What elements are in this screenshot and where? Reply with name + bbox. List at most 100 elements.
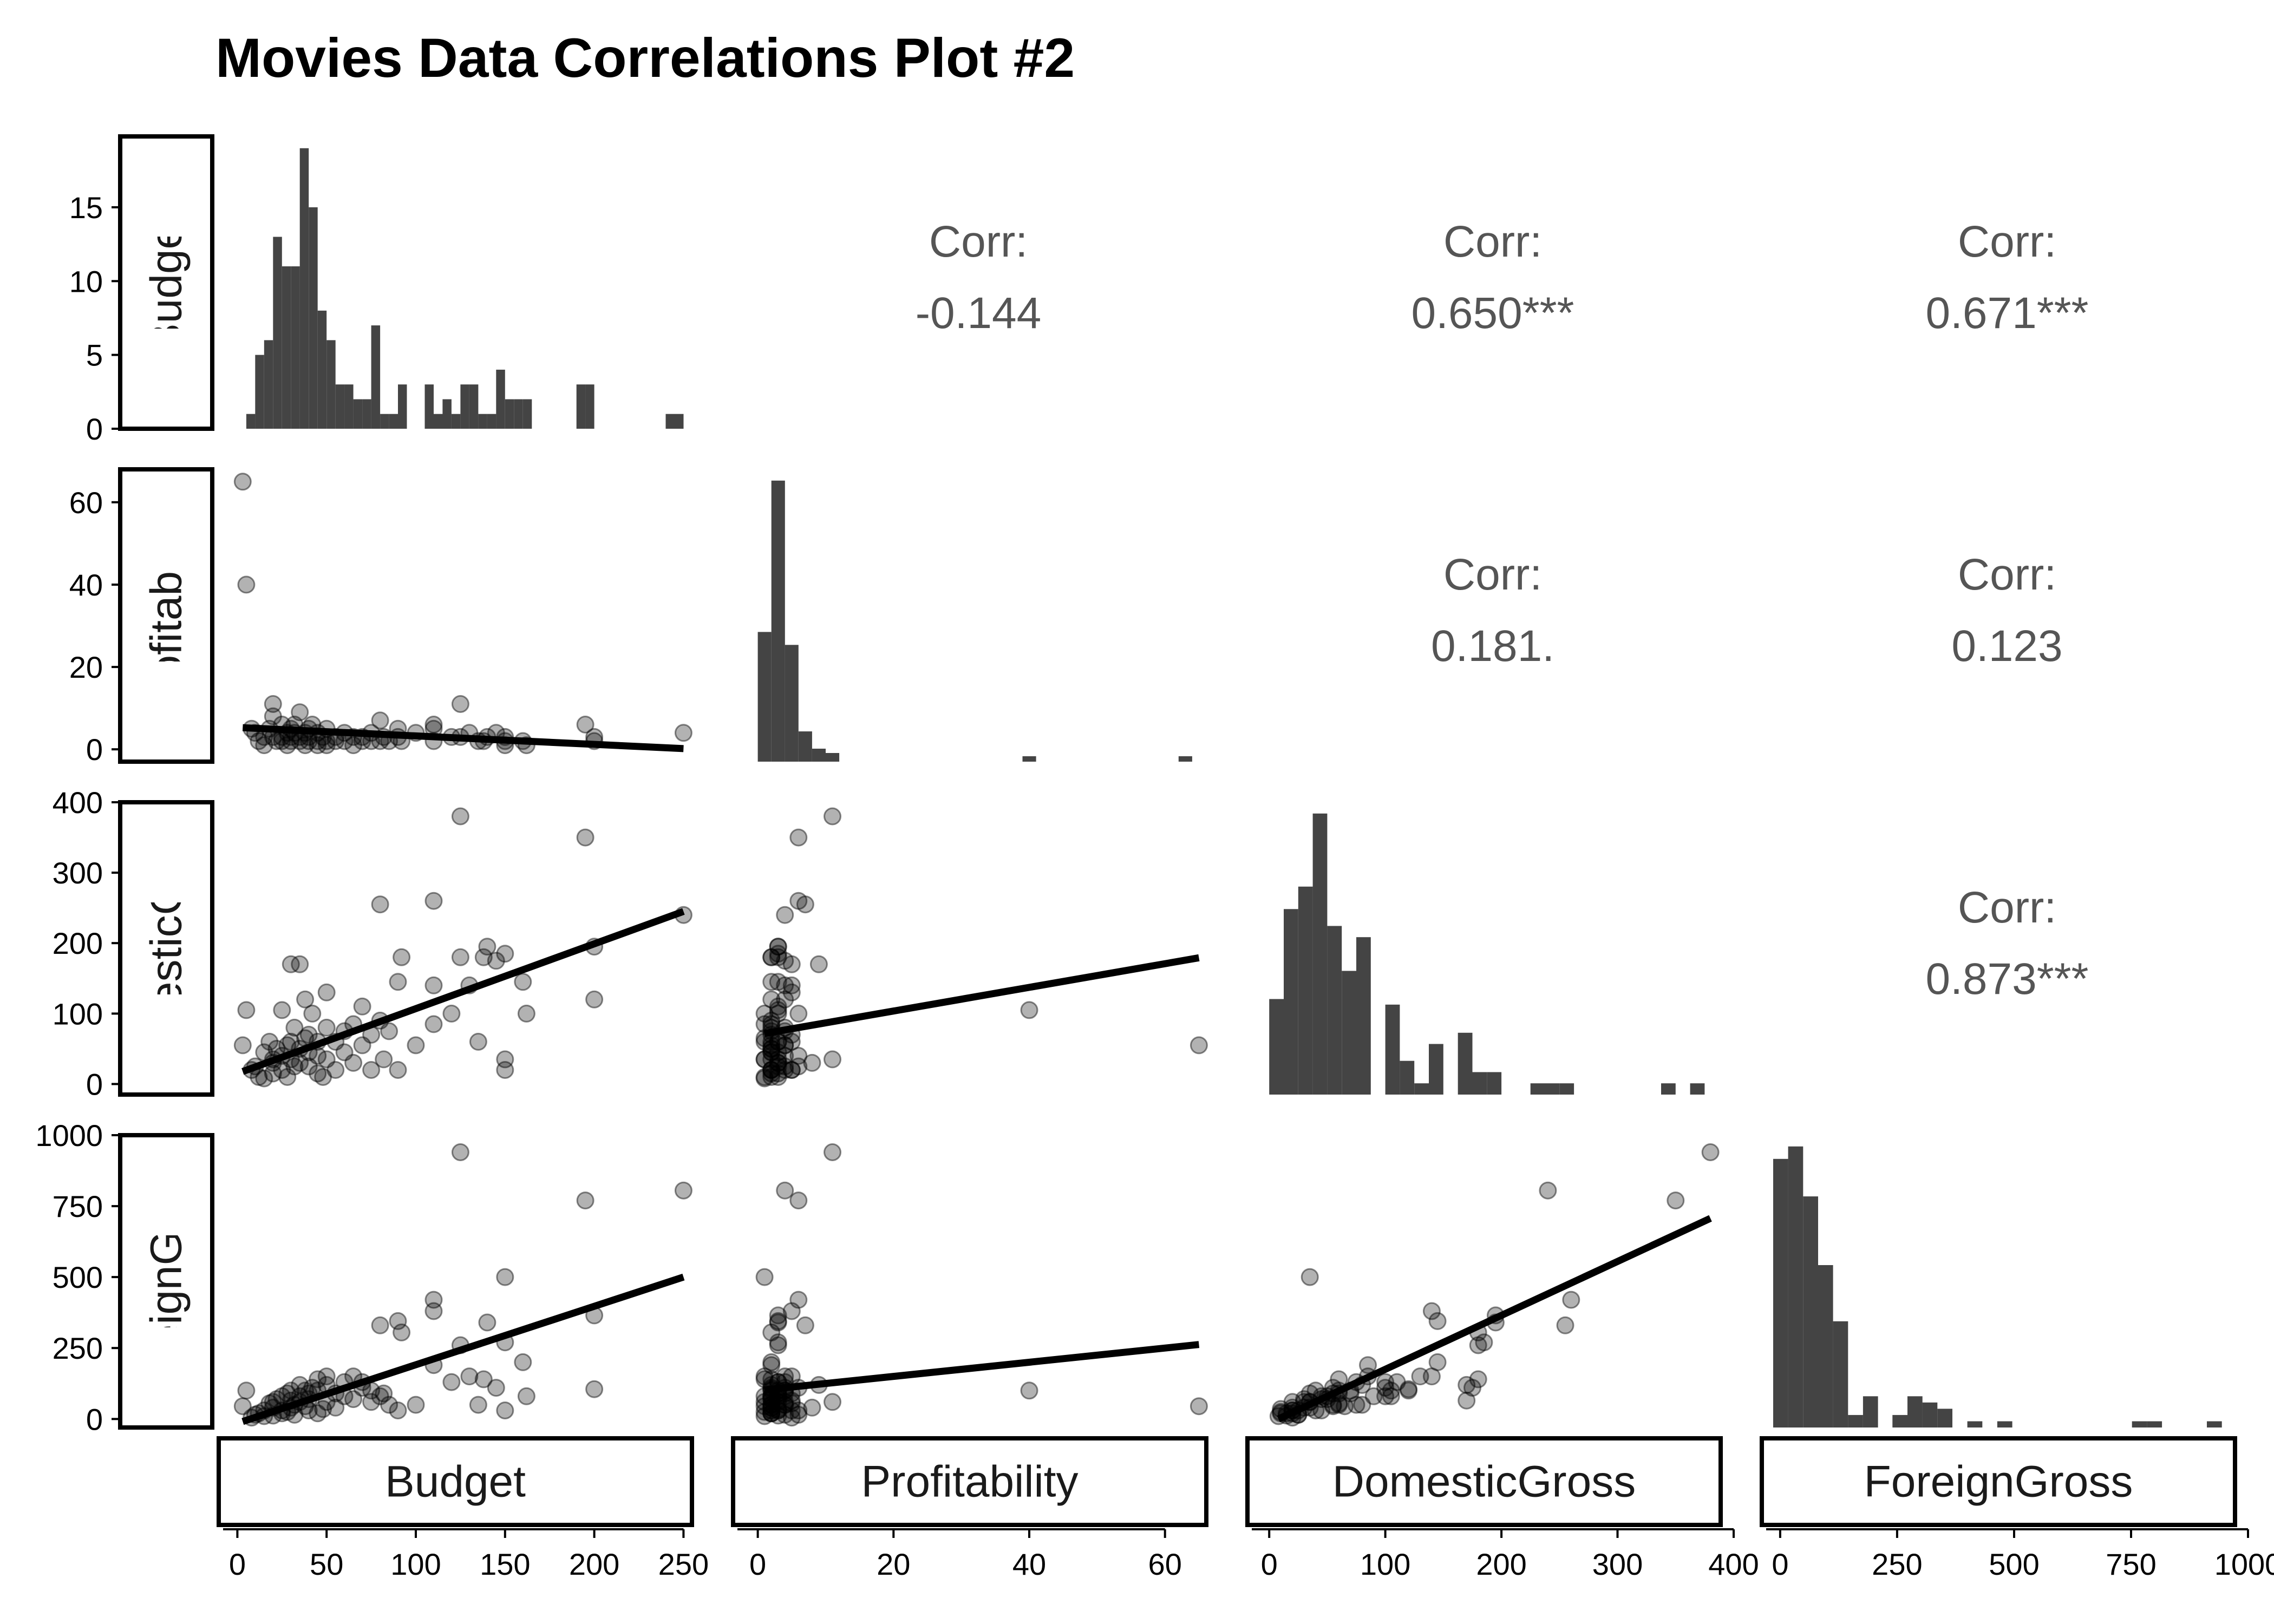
scatter-point xyxy=(762,1011,781,1030)
scatter-point xyxy=(309,1404,327,1423)
x-tick-label: 20 xyxy=(877,1547,910,1581)
row-strip-profitability: Profitability xyxy=(118,467,214,764)
scatter-point xyxy=(762,1061,781,1079)
histogram-bar xyxy=(1458,1032,1473,1095)
scatter-point xyxy=(517,1387,535,1405)
scatter-point xyxy=(317,1050,336,1069)
scatter-point xyxy=(1364,1387,1383,1405)
col-strip-box xyxy=(217,1436,694,1527)
scatter-point xyxy=(755,1407,774,1425)
scatter-point xyxy=(317,1018,336,1037)
x-tick-label: 250 xyxy=(658,1547,709,1581)
scatter-point xyxy=(296,736,315,755)
col-strip-label: ForeignGross xyxy=(1864,1457,2133,1507)
scatter-point xyxy=(1190,1036,1208,1055)
scatter-point xyxy=(755,1068,774,1086)
histogram-bar xyxy=(1922,1402,1938,1427)
scatter-point xyxy=(762,1398,781,1417)
histogram-bar xyxy=(1298,886,1313,1095)
scatter-point xyxy=(424,892,443,910)
scatter-point xyxy=(317,983,336,1001)
scatter-point xyxy=(789,1405,808,1424)
y-tick-label: 0 xyxy=(86,1068,103,1102)
scatter-point xyxy=(424,716,443,734)
scatter-point xyxy=(674,1181,692,1200)
scatter-point xyxy=(769,1313,787,1332)
scatter-point xyxy=(769,1393,787,1411)
scatter-point xyxy=(314,1068,332,1086)
scatter-point xyxy=(762,1039,781,1058)
row-strip-foreigngross: ForeignGross xyxy=(118,1133,214,1430)
y-tick-label: 1000 xyxy=(35,1118,103,1152)
scatter-point xyxy=(282,1032,300,1051)
histogram-bar xyxy=(2207,1421,2222,1427)
scatter-point xyxy=(762,1323,781,1341)
scatter-point xyxy=(789,1191,808,1210)
scatter-point xyxy=(1190,1397,1208,1416)
corr-value: 0.873*** xyxy=(1926,954,2089,1004)
scatter-point xyxy=(1382,1381,1400,1400)
panel-budget-profitability: Corr: -0.144 xyxy=(916,217,1042,338)
scatter-point xyxy=(789,1057,808,1076)
histogram-bar xyxy=(282,266,291,429)
scatter-point xyxy=(755,1403,774,1421)
histogram-bar xyxy=(675,414,684,429)
scatter-point xyxy=(1353,1396,1371,1414)
histogram-bar xyxy=(505,399,514,429)
histogram-bar xyxy=(812,749,826,762)
histogram-bar xyxy=(1312,813,1328,1095)
scatter-point xyxy=(776,1393,794,1411)
scatter-point xyxy=(824,807,841,826)
histogram-bar xyxy=(1472,1072,1487,1095)
scatter-point xyxy=(585,990,604,1009)
scatter-point xyxy=(796,1316,814,1334)
scatter-point xyxy=(371,895,389,914)
scatter-point xyxy=(1376,1379,1395,1397)
scatter-point xyxy=(824,1050,841,1069)
histogram-bar xyxy=(1690,1083,1705,1095)
scatter-point xyxy=(762,1404,781,1423)
histogram-bar xyxy=(496,369,505,429)
row-strip-label: ForeignGross xyxy=(142,1147,191,1416)
scatter-point xyxy=(517,1004,535,1023)
histogram-bar xyxy=(335,384,345,429)
scatter-point xyxy=(762,1061,781,1079)
scatter-point xyxy=(782,1032,801,1051)
x-tick-label: 500 xyxy=(1989,1547,2039,1581)
scatter-point xyxy=(362,1061,381,1079)
scatter-point xyxy=(469,1032,487,1051)
regression-line xyxy=(763,954,1200,1037)
scatter-point xyxy=(303,1004,322,1023)
histogram-bar xyxy=(1892,1415,1907,1427)
scatter-point xyxy=(424,1302,443,1320)
scatter-point xyxy=(576,1191,594,1210)
scatter-point xyxy=(326,1398,345,1417)
scatter-point xyxy=(776,1036,794,1055)
scatter-point xyxy=(762,1404,781,1423)
histogram-bar xyxy=(1863,1396,1878,1427)
scatter-point xyxy=(1388,1373,1406,1391)
scatter-point xyxy=(407,1396,425,1414)
scatter-point xyxy=(389,1061,407,1079)
panel-foreigngross-domesticgross xyxy=(1269,1143,1720,1427)
scatter-point xyxy=(803,1398,821,1417)
scatter-point xyxy=(769,973,787,991)
histogram-bar xyxy=(487,414,496,429)
scatter-point xyxy=(309,1064,327,1083)
scatter-point xyxy=(769,1306,787,1325)
y-tick-label: 60 xyxy=(69,486,103,520)
scatter-point xyxy=(769,1312,787,1330)
scatter-point xyxy=(789,1291,808,1309)
y-tick-label: 40 xyxy=(69,568,103,602)
scatter-point xyxy=(769,1400,787,1418)
histogram-bar xyxy=(255,355,264,429)
panel-foreigngross-profitability xyxy=(755,1143,1208,1427)
scatter-point xyxy=(782,1061,801,1079)
scatter-point xyxy=(789,892,808,910)
regression-line xyxy=(1277,1215,1712,1423)
scatter-point xyxy=(250,732,268,750)
corr-value: 0.650*** xyxy=(1412,289,1574,338)
scatter-point xyxy=(460,1367,479,1386)
scatter-point xyxy=(237,575,256,594)
y-tick-label: 250 xyxy=(53,1331,103,1365)
